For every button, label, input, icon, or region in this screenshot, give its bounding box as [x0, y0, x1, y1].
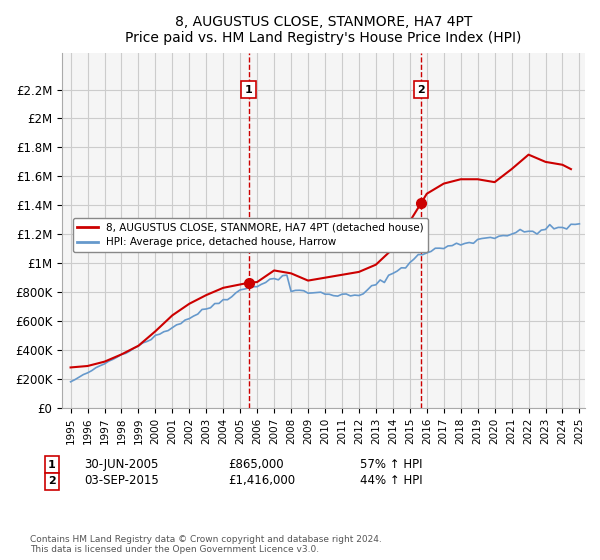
Text: 30-JUN-2005: 30-JUN-2005: [84, 458, 158, 470]
Text: 1: 1: [245, 85, 253, 95]
Text: £865,000: £865,000: [228, 458, 284, 470]
Text: £1,416,000: £1,416,000: [228, 474, 295, 487]
Text: 03-SEP-2015: 03-SEP-2015: [84, 474, 159, 487]
Text: 2: 2: [418, 85, 425, 95]
Text: 1: 1: [48, 460, 56, 470]
Title: 8, AUGUSTUS CLOSE, STANMORE, HA7 4PT
Price paid vs. HM Land Registry's House Pri: 8, AUGUSTUS CLOSE, STANMORE, HA7 4PT Pri…: [125, 15, 521, 45]
Text: 2: 2: [48, 477, 56, 487]
Text: Contains HM Land Registry data © Crown copyright and database right 2024.
This d: Contains HM Land Registry data © Crown c…: [30, 535, 382, 554]
Text: 57% ↑ HPI: 57% ↑ HPI: [360, 458, 422, 470]
Legend: 8, AUGUSTUS CLOSE, STANMORE, HA7 4PT (detached house), HPI: Average price, detac: 8, AUGUSTUS CLOSE, STANMORE, HA7 4PT (de…: [73, 218, 428, 251]
Text: 44% ↑ HPI: 44% ↑ HPI: [360, 474, 422, 487]
